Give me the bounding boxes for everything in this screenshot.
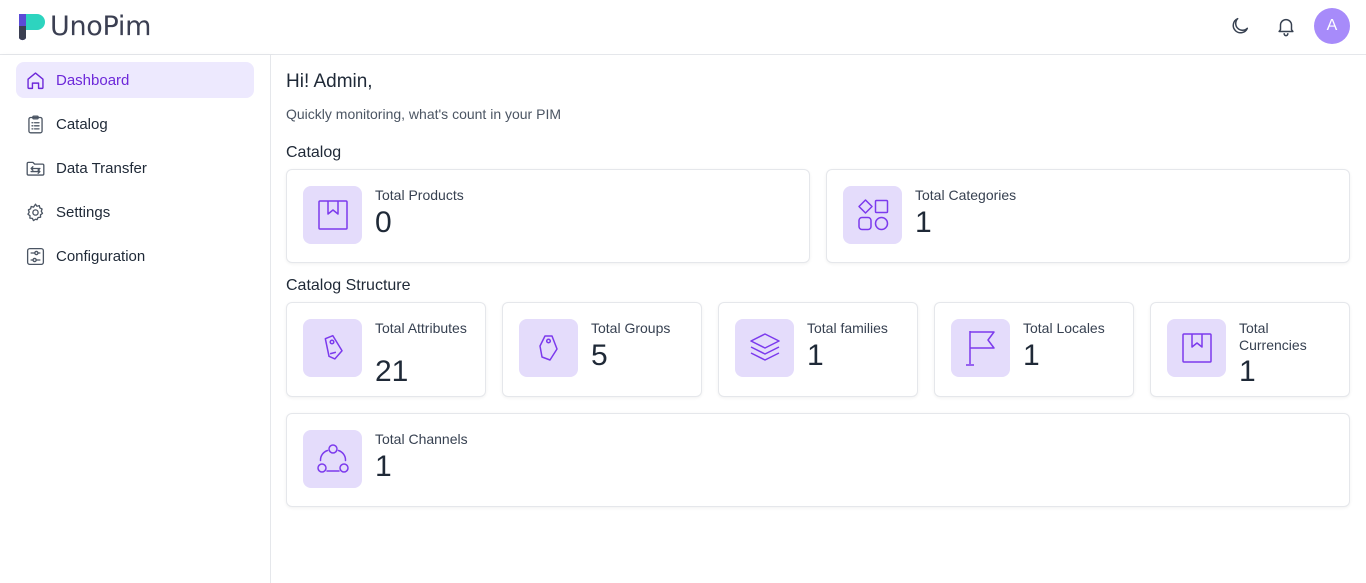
sidebar-item-data-transfer[interactable]: Data Transfer [16, 150, 254, 186]
tag-icon [303, 319, 362, 377]
card-value: 1 [1239, 355, 1256, 388]
card-total-categories[interactable]: Total Categories 1 [826, 169, 1350, 263]
logo-mark-icon [19, 14, 45, 41]
card-label: Total Categories [915, 187, 1017, 203]
sidebar-item-configuration[interactable]: Configuration [16, 238, 254, 274]
page-subtitle: Quickly monitoring, what's count in your… [286, 106, 562, 122]
card-total-products[interactable]: Total Products 0 [286, 169, 810, 263]
card-label: Total Groups [591, 320, 671, 336]
app-logo[interactable]: UnoPim [16, 10, 152, 42]
card-total-families[interactable]: Total families 1 [718, 302, 918, 397]
network-icon [303, 430, 362, 488]
top-header: UnoPim A [0, 0, 1366, 55]
card-total-currencies[interactable]: Total Currencies 1 [1150, 302, 1350, 397]
card-value: 1 [375, 450, 392, 483]
section-title-catalog-structure: Catalog Structure [286, 277, 411, 294]
card-value: 1 [807, 339, 824, 372]
sliders-icon [24, 245, 46, 267]
card-value: 0 [375, 206, 392, 239]
section-title-catalog: Catalog [286, 144, 342, 161]
sidebar-item-label: Data Transfer [56, 159, 147, 177]
clipboard-icon [24, 113, 46, 135]
sidebar-item-label: Configuration [56, 247, 146, 265]
card-label: Total Currencies [1239, 320, 1307, 353]
gear-icon [24, 201, 46, 223]
card-total-attributes[interactable]: Total Attributes 21 [286, 302, 486, 397]
flag-icon [951, 319, 1010, 377]
card-total-groups[interactable]: Total Groups 5 [502, 302, 702, 397]
card-total-locales[interactable]: Total Locales 1 [934, 302, 1134, 397]
home-icon [24, 69, 46, 91]
card-label: Total Locales [1023, 320, 1105, 336]
bookmark-box-icon [1167, 319, 1226, 377]
page-greeting: Hi! Admin, [286, 71, 373, 92]
card-total-channels[interactable]: Total Channels 1 [286, 413, 1350, 507]
card-label: Total Products [375, 187, 464, 203]
card-label: Total Channels [375, 431, 468, 447]
card-value: 5 [591, 339, 608, 372]
tag-icon [519, 319, 578, 377]
bookmark-box-icon [303, 186, 362, 244]
card-value: 21 [375, 355, 409, 388]
card-value: 1 [915, 206, 932, 239]
bell-icon[interactable] [1274, 14, 1298, 38]
shapes-icon [843, 186, 902, 244]
card-label: Total families [807, 320, 888, 336]
card-value: 1 [1023, 339, 1040, 372]
sidebar-item-label: Dashboard [56, 71, 130, 89]
sidebar-item-label: Settings [56, 203, 111, 221]
main-content: Hi! Admin, Quickly monitoring, what's co… [271, 55, 1366, 583]
sidebar: Dashboard Catalog Data Transfer [0, 55, 271, 583]
sidebar-item-settings[interactable]: Settings [16, 194, 254, 230]
sidebar-item-dashboard[interactable]: Dashboard [16, 62, 254, 98]
folder-transfer-icon [24, 157, 46, 179]
sidebar-item-catalog[interactable]: Catalog [16, 106, 254, 142]
app-name: UnoPim [50, 10, 152, 42]
avatar[interactable]: A [1314, 8, 1350, 44]
moon-icon[interactable] [1228, 14, 1252, 38]
layers-icon [735, 319, 794, 377]
sidebar-item-label: Catalog [56, 115, 108, 133]
card-label: Total Attributes [375, 320, 467, 336]
